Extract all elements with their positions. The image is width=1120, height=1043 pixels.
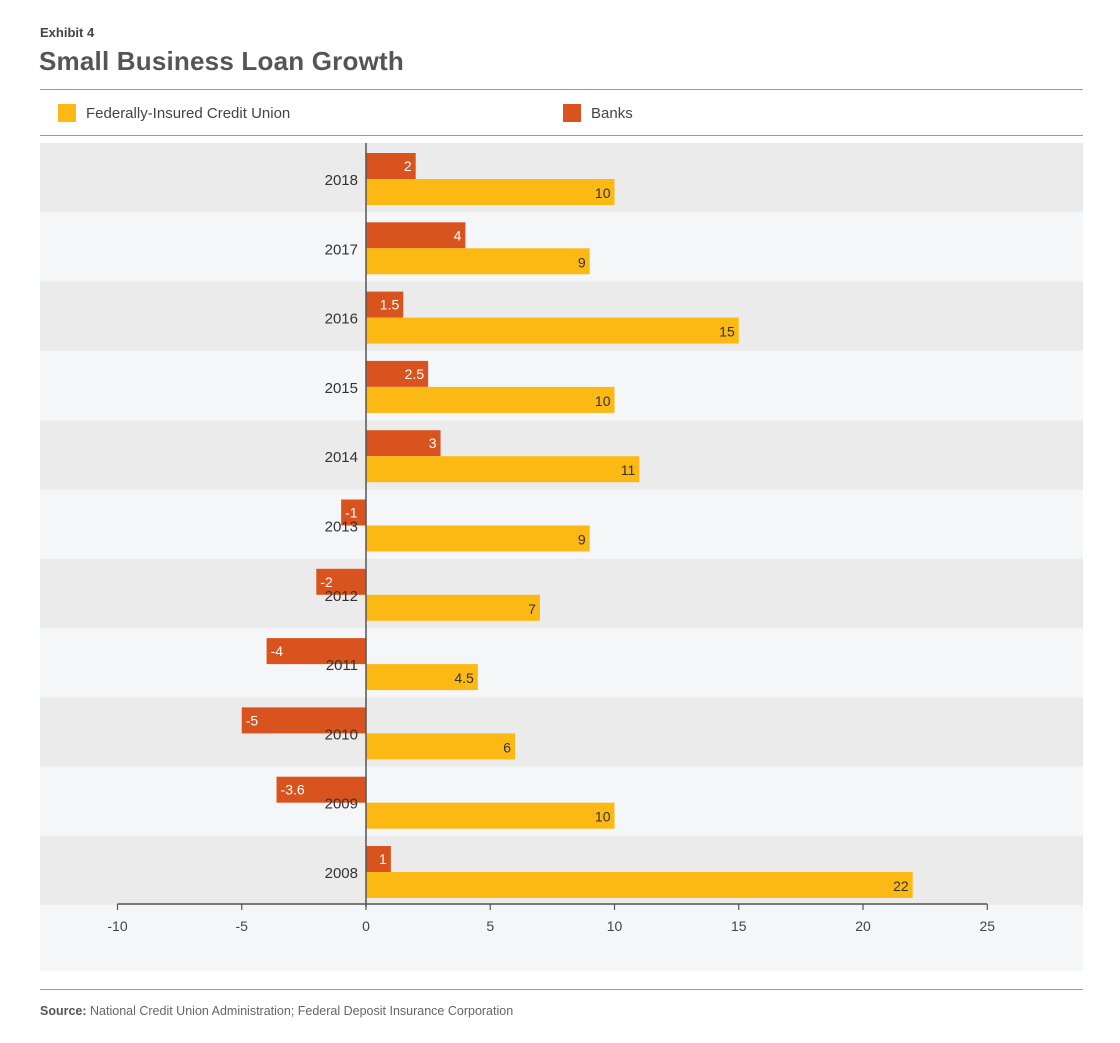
data-label-fcu: 10	[595, 393, 611, 409]
legend-item-fcu: Federally-Insured Credit Union	[58, 103, 290, 123]
bar-fcu	[366, 386, 615, 413]
bar-fcu	[366, 525, 590, 552]
category-label: 2008	[325, 865, 358, 882]
source-text: National Credit Union Administration; Fe…	[90, 1004, 514, 1018]
bar-chart: 21020184920171.51520162.51020153112014-1…	[40, 143, 1083, 971]
category-label: 2011	[326, 657, 358, 674]
bar-fcu	[366, 594, 540, 621]
x-tick-label: 15	[731, 918, 747, 934]
data-label-banks: 1	[379, 851, 387, 867]
category-label: 2015	[325, 380, 358, 397]
row-band	[40, 697, 1083, 767]
legend-swatch-banks	[563, 104, 581, 122]
data-label-banks: 1.5	[380, 297, 400, 313]
data-label-fcu: 15	[719, 324, 735, 340]
legend-label-fcu: Federally-Insured Credit Union	[86, 104, 291, 122]
bar-banks	[266, 638, 366, 665]
category-label: 2013	[325, 519, 358, 536]
x-tick-label: 25	[979, 918, 995, 934]
data-label-banks: 2	[404, 158, 412, 174]
data-label-fcu: 7	[528, 601, 536, 617]
bar-banks	[366, 846, 391, 872]
data-label-fcu: 10	[595, 185, 611, 201]
category-label: 2012	[325, 588, 358, 605]
data-label-banks: -2	[320, 574, 333, 590]
bar-fcu	[366, 872, 913, 898]
bar-banks	[366, 153, 416, 179]
source-note: Source: National Credit Union Administra…	[40, 1004, 513, 1018]
bar-fcu	[366, 802, 615, 829]
x-tick-label: 10	[607, 918, 623, 934]
bar-banks	[341, 499, 366, 526]
bar-fcu	[366, 664, 478, 691]
chart-title: Small Business Loan Growth	[39, 46, 404, 76]
bar-banks	[366, 360, 429, 387]
x-tick-label: 0	[362, 918, 370, 934]
data-label-fcu: 9	[578, 254, 586, 270]
category-label: 2017	[325, 241, 358, 258]
row-band	[40, 558, 1083, 629]
legend-label-banks: Banks	[591, 104, 633, 122]
bar-banks	[366, 291, 404, 318]
legend-rule	[40, 135, 1083, 136]
data-label-fcu: 9	[578, 532, 586, 548]
bar-fcu	[366, 733, 516, 760]
bar-banks	[276, 776, 366, 803]
data-label-fcu: 10	[595, 809, 611, 825]
data-label-banks: -3.6	[281, 782, 305, 798]
source-label: Source:	[40, 1004, 87, 1018]
x-tick-label: 20	[855, 918, 871, 934]
category-label: 2014	[325, 449, 358, 466]
x-tick-label: 5	[486, 918, 494, 934]
bar-banks	[366, 430, 441, 457]
data-label-banks: -4	[271, 643, 284, 659]
data-label-banks: 3	[429, 435, 437, 451]
top-rule	[40, 89, 1083, 90]
bar-fcu	[366, 248, 590, 275]
exhibit-label: Exhibit 4	[40, 25, 95, 40]
category-label: 2010	[325, 726, 358, 743]
data-label-fcu: 22	[893, 878, 909, 894]
bottom-rule	[40, 989, 1083, 990]
category-label: 2009	[325, 796, 358, 813]
bar-banks	[241, 707, 366, 734]
bar-banks	[316, 568, 366, 595]
category-label: 2018	[325, 172, 358, 189]
bar-fcu	[366, 456, 640, 483]
bar-fcu	[366, 179, 615, 205]
x-tick-label: -5	[236, 918, 249, 934]
data-label-banks: -1	[345, 505, 358, 521]
row-band	[40, 628, 1083, 698]
x-tick-label: -10	[107, 918, 127, 934]
data-label-banks: 4	[454, 227, 462, 243]
axis-band	[40, 905, 1083, 971]
bar-fcu	[366, 317, 739, 344]
data-label-fcu: 6	[503, 739, 511, 755]
category-label: 2016	[325, 311, 358, 328]
legend-swatch-fcu	[58, 104, 76, 122]
legend-item-banks: Banks	[563, 103, 633, 123]
data-label-fcu: 11	[621, 462, 636, 478]
bar-banks	[366, 222, 466, 249]
data-label-banks: 2.5	[405, 366, 425, 382]
data-label-fcu: 4.5	[454, 670, 474, 686]
data-label-banks: -5	[246, 712, 259, 728]
